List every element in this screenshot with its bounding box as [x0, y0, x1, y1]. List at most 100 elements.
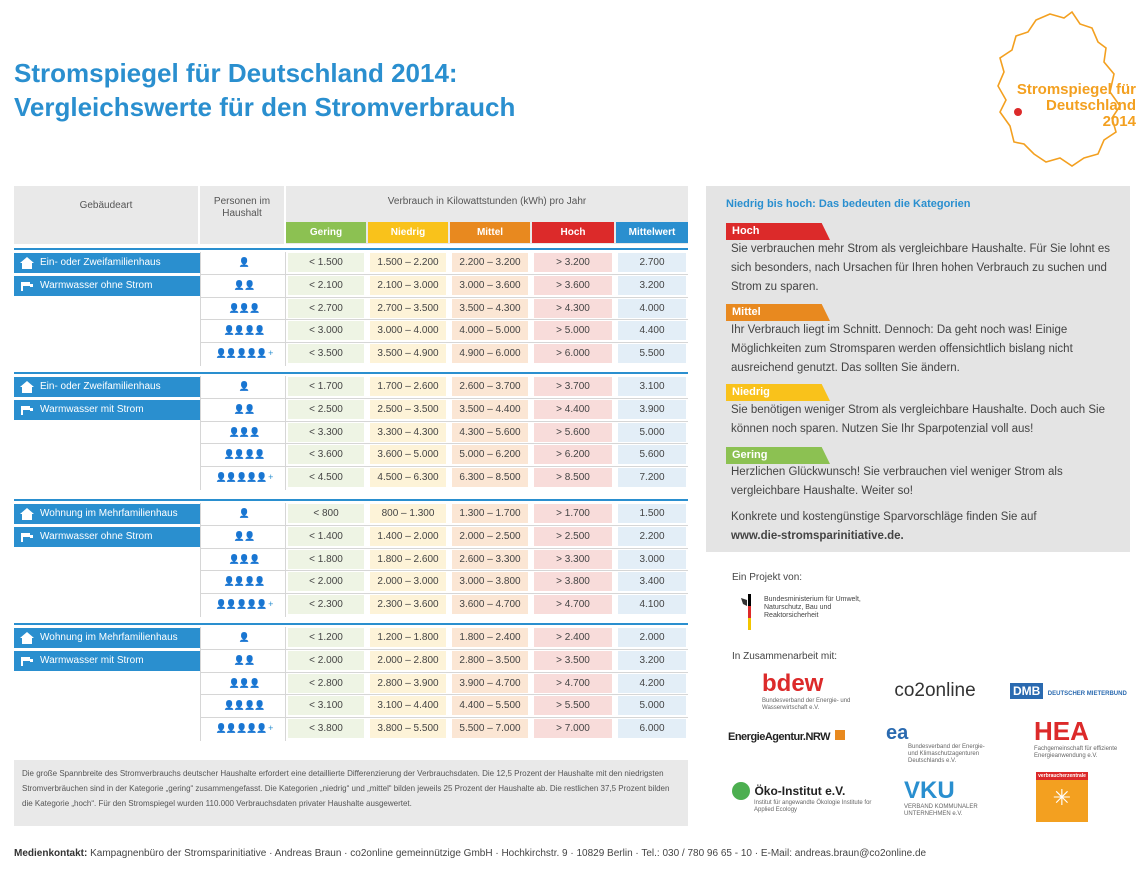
table-cell: 3.500 – 4.300	[452, 298, 528, 318]
table-cell: 3.400	[618, 572, 686, 592]
persons-count-icon: 👤👤	[233, 279, 255, 290]
row-divider	[200, 466, 688, 468]
persons-count-icon: 👤	[238, 381, 250, 391]
dmb-name: DMB	[1010, 683, 1044, 699]
text-hoch: Sie verbrauchen mehr Strom als vergleich…	[731, 243, 1111, 293]
header-building: Gebäudeart	[79, 200, 133, 211]
table-cell: < 2.500	[288, 399, 364, 419]
header-consumption: Verbrauch in Kilowattstunden (kWh) pro J…	[387, 196, 587, 207]
table-cell: 4.000	[618, 298, 686, 318]
table-cell: < 2.000	[288, 572, 364, 592]
row-divider	[200, 296, 688, 298]
table-cell: 2.200	[618, 526, 686, 546]
row-divider	[200, 397, 688, 399]
table-cell: < 3.600	[288, 445, 364, 465]
table-cell: > 2.500	[534, 526, 612, 546]
table-cell: < 2.000	[288, 650, 364, 670]
label-niedrig: Niedrig	[726, 384, 830, 401]
plug-icon	[1014, 108, 1022, 116]
bdew-sub: Bundesverband der Energie- und Wasserwir…	[762, 698, 851, 711]
label-gering: Gering	[726, 447, 830, 464]
row-divider	[200, 694, 688, 696]
table-cell: 4.100	[618, 595, 686, 615]
column-divider	[285, 503, 286, 617]
table-cell: < 2.100	[288, 275, 364, 295]
table-cell: 3.900 – 4.700	[452, 673, 528, 693]
table-cell: < 4.500	[288, 468, 364, 488]
table-cell: < 2.300	[288, 595, 364, 615]
header-persons: Personen im Haushalt	[200, 196, 284, 220]
table-cell: > 6.000	[534, 344, 612, 364]
label-hoch: Hoch	[726, 223, 830, 240]
building-type-tag: Ein- oder Zweifamilienhaus	[14, 253, 200, 273]
germany-map-logo	[997, 10, 1121, 167]
table-cell: 3.000	[618, 549, 686, 569]
footnote: Die große Spannbreite des Stromverbrauch…	[14, 760, 688, 826]
table-cell: 2.200 – 3.200	[452, 253, 528, 272]
header-persons-line1: Personen im	[213, 196, 271, 207]
table-cell: 5.500	[618, 344, 686, 364]
table-cell: < 1.700	[288, 377, 364, 396]
persons-count-icon: 👤👤👤👤	[223, 449, 266, 460]
table-cell: 800 – 1.300	[370, 504, 446, 523]
header-divider	[198, 186, 200, 244]
bdew-logo: bdew Bundesverband der Energie- und Wass…	[762, 670, 862, 712]
table-cell: 3.000 – 4.000	[370, 321, 446, 341]
row-divider	[200, 524, 688, 526]
persons-count-icon: 👤👤👤	[228, 553, 261, 564]
ea-sub: Bundesverband der Energie- und Klimaschu…	[908, 744, 985, 764]
building-type-tag: Wohnung im Mehrfamilienhaus	[14, 504, 200, 524]
title-line-1: Stromspiegel für Deutschland 2014:	[14, 58, 458, 88]
persons-count-icon: 👤👤👤👤👤 +	[215, 723, 274, 734]
category-mittel: Mittel	[450, 222, 530, 243]
row-divider	[200, 420, 688, 422]
oeko-institut-logo: Öko-Institut e.V. Institut für angewandt…	[732, 782, 872, 814]
row-divider	[200, 717, 688, 719]
column-divider	[200, 376, 201, 490]
table-cell: < 1.400	[288, 526, 364, 546]
contact-text: Kampagnenbüro der Stromsparinitiative · …	[90, 848, 927, 859]
column-divider	[200, 252, 201, 366]
group-divider	[14, 499, 688, 501]
persons-count-icon: 👤👤	[233, 530, 255, 541]
table-cell: > 3.800	[534, 572, 612, 592]
header-persons-line2: Haushalt	[222, 208, 262, 219]
table-cell: 2.600 – 3.700	[452, 377, 528, 396]
tips-link[interactable]: www.die-stromsparinitiative.de.	[731, 530, 904, 542]
water-heating-label: Warmwasser mit Strom	[40, 404, 144, 415]
table-cell: 3.200	[618, 650, 686, 670]
category-niedrig: Niedrig	[368, 222, 448, 243]
bdew-name: bdew	[762, 670, 824, 697]
table-cell: 3.600 – 4.700	[452, 595, 528, 615]
row-divider	[200, 273, 688, 275]
row-divider	[200, 547, 688, 549]
table-cell: 3.900	[618, 399, 686, 419]
persons-count-icon: 👤	[238, 257, 250, 267]
persons-count-icon: 👤👤👤👤👤 +	[215, 348, 274, 359]
row-divider	[200, 593, 688, 595]
house-icon	[20, 508, 34, 520]
water-heating-tag: Warmwasser ohne Strom	[14, 276, 200, 296]
table-cell: 4.300 – 5.600	[452, 422, 528, 442]
table-cell: < 3.000	[288, 321, 364, 341]
table-cell: < 3.300	[288, 422, 364, 442]
dmb-sub: DEUTSCHER MIETERBUND	[1047, 691, 1127, 697]
table-cell: 3.000 – 3.600	[452, 275, 528, 295]
page-title: Stromspiegel für Deutschland 2014: Vergl…	[14, 56, 515, 124]
water-heating-tag: Warmwasser mit Strom	[14, 651, 200, 671]
water-heating-label: Warmwasser mit Strom	[40, 655, 144, 666]
table-cell: 1.700 – 2.600	[370, 377, 446, 396]
table-cell: 3.200	[618, 275, 686, 295]
table-cell: > 5.000	[534, 321, 612, 341]
table-cell: 1.500	[618, 504, 686, 523]
tips: Konkrete und kostengünstige Sparvorschlä…	[731, 508, 1127, 546]
hea-name: HEA	[1034, 716, 1089, 746]
table-cell: > 7.000	[534, 719, 612, 739]
table-cell: 4.400 – 5.500	[452, 696, 528, 716]
table-cell: 3.100	[618, 377, 686, 396]
faucet-icon	[21, 657, 33, 666]
persons-count-icon: 👤👤👤👤	[223, 700, 266, 711]
table-cell: < 2.800	[288, 673, 364, 693]
building-type-label: Wohnung im Mehrfamilienhaus	[40, 508, 178, 519]
persons-count-icon: 👤👤👤👤👤 +	[215, 599, 274, 610]
